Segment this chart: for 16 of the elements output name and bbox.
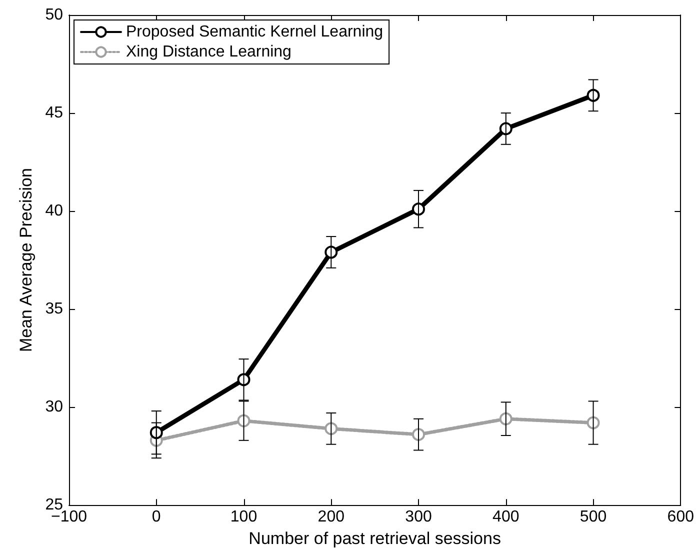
y-tick-label: 50 <box>45 6 64 24</box>
y-tick-label: 35 <box>45 300 64 318</box>
x-tick-label: 0 <box>152 508 161 526</box>
x-tick-label: 200 <box>318 508 345 526</box>
x-tick-label: 400 <box>492 508 520 526</box>
y-tick-label: 45 <box>45 104 64 122</box>
x-tick-label: 500 <box>580 508 607 526</box>
y-tick-label: 30 <box>45 398 64 416</box>
x-tick-label: 100 <box>230 508 258 526</box>
y-tick-label: 40 <box>45 202 64 220</box>
legend-label: Xing Distance Learning <box>126 44 292 60</box>
legend-label: Proposed Semantic Kernel Learning <box>126 24 384 40</box>
x-axis-title: Number of past retrieval sessions <box>248 529 501 548</box>
y-axis-title: Mean Average Precision <box>16 168 36 352</box>
x-tick-label: 600 <box>667 508 694 526</box>
x-tick-label: 300 <box>405 508 432 526</box>
